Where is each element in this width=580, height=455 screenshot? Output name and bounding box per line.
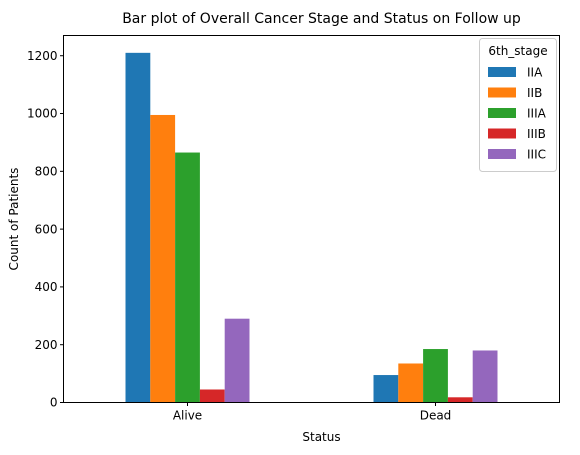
y-tick-label: 400 <box>35 280 58 294</box>
legend: 6th_stage IIA IIB IIIA IIIB IIIC <box>479 38 557 172</box>
legend-title: 6th_stage <box>488 44 547 58</box>
legend-label-IIIC: IIIC <box>527 148 546 162</box>
bar-IIIA-Dead <box>423 349 448 403</box>
plot-frame <box>63 35 560 403</box>
bar-IIIA-Alive <box>175 152 200 403</box>
legend-swatch-IIB <box>488 87 516 98</box>
bar-IIB-Dead <box>398 363 424 403</box>
y-tick-label: 1000 <box>27 107 58 121</box>
x-tick-label: Alive <box>173 409 202 423</box>
legend-swatch-IIIC <box>488 149 516 159</box>
y-tick-label: 0 <box>50 396 58 410</box>
x-tick-label: Dead <box>420 409 452 423</box>
bar-IIIC-Dead <box>472 350 498 403</box>
x-axis-label: Status <box>302 430 340 444</box>
legend-swatch-IIA <box>488 67 516 77</box>
y-axis-label: Count of Patients <box>7 168 21 271</box>
bars-group <box>125 52 498 403</box>
legend-label-IIIA: IIIA <box>527 107 547 121</box>
x-axis: Alive Dead <box>173 402 452 423</box>
legend-label-IIIB: IIIB <box>527 127 546 141</box>
legend-label-IIB: IIB <box>527 86 542 100</box>
bar-IIA-Dead <box>373 375 399 403</box>
bar-IIIB-Alive <box>199 389 225 403</box>
y-tick-label: 800 <box>35 165 58 179</box>
legend-label-IIA: IIA <box>527 66 543 80</box>
bar-IIIC-Alive <box>224 318 250 403</box>
legend-swatch-IIIB <box>488 128 516 139</box>
legend-swatch-IIIA <box>488 108 516 118</box>
bar-IIB-Alive <box>150 114 176 403</box>
y-tick-label: 200 <box>35 338 58 352</box>
y-axis: 0 200 400 600 800 1000 1200 <box>27 49 64 410</box>
bar-IIIB-Dead <box>447 397 473 403</box>
y-tick-label: 600 <box>35 222 58 236</box>
y-tick-label: 1200 <box>27 49 58 63</box>
bar-IIA-Alive <box>125 52 151 403</box>
chart-title: Bar plot of Overall Cancer Stage and Sta… <box>122 11 521 27</box>
